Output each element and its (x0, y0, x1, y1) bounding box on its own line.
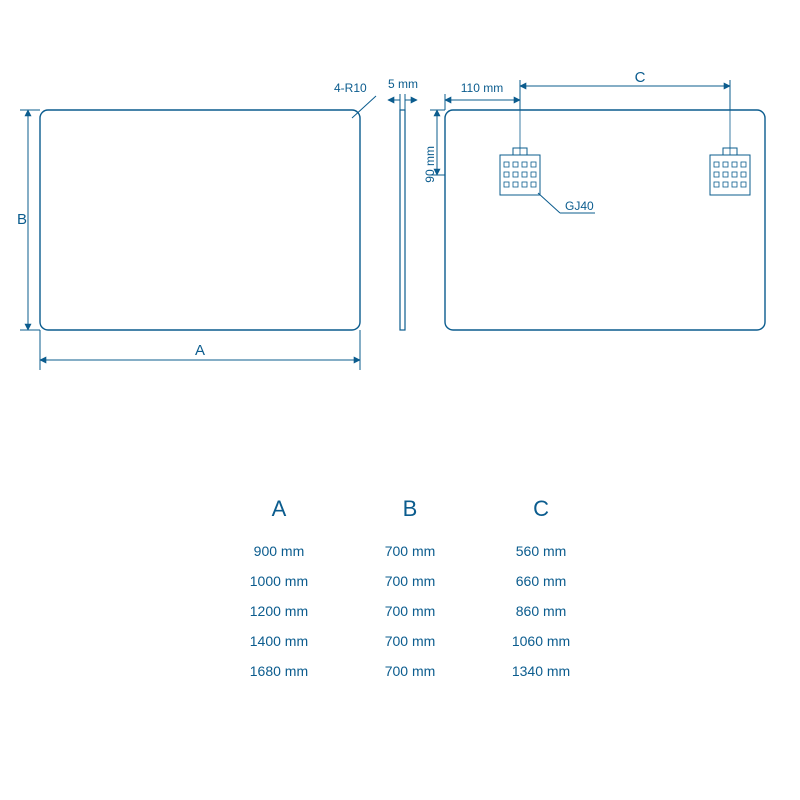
dim-b-label: B (17, 211, 27, 228)
drawing-svg: 4-R10 A B 5 mm (0, 0, 800, 430)
table-row: 1400 mm 700 mm 1060 mm (210, 626, 610, 656)
offset-x-label: 110 mm (461, 81, 503, 95)
side-view: 5 mm (388, 77, 418, 330)
col-c: C (472, 490, 610, 536)
table-row: 900 mm 700 mm 560 mm (210, 536, 610, 566)
col-a: A (210, 490, 348, 536)
dimensions-table: A B C 900 mm 700 mm 560 mm 1000 mm 700 m… (210, 490, 610, 686)
module-label: GJ40 (565, 199, 594, 213)
right-panel: 110 mm 90 mm C (423, 69, 765, 330)
table-row: 1000 mm 700 mm 660 mm (210, 566, 610, 596)
left-panel: 4-R10 A B (17, 81, 376, 370)
technical-drawing: 4-R10 A B 5 mm (0, 0, 800, 800)
thickness-label: 5 mm (388, 77, 418, 91)
module-gj40-left: GJ40 (500, 148, 595, 213)
col-b: B (348, 490, 472, 536)
dim-a-label: A (195, 342, 205, 359)
dim-c-label: C (635, 69, 646, 86)
table-row: 1200 mm 700 mm 860 mm (210, 596, 610, 626)
module-gj40-right (710, 148, 750, 195)
table-row: 1680 mm 700 mm 1340 mm (210, 656, 610, 686)
offset-y-label: 90 mm (423, 146, 437, 183)
corner-note: 4-R10 (334, 81, 367, 95)
table-header-row: A B C (210, 490, 610, 536)
